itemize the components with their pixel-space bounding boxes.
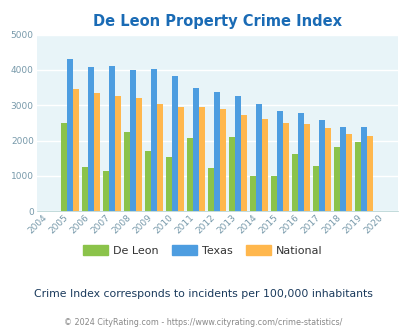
Bar	[103, 171, 109, 211]
Bar	[198, 107, 205, 211]
Bar	[292, 154, 298, 211]
Bar	[262, 119, 267, 211]
Bar	[318, 120, 324, 211]
Bar	[271, 176, 277, 211]
Bar	[313, 166, 318, 211]
Text: Crime Index corresponds to incidents per 100,000 inhabitants: Crime Index corresponds to incidents per…	[34, 289, 371, 299]
Bar	[354, 142, 360, 211]
Bar	[298, 114, 303, 211]
Bar	[187, 138, 193, 211]
Bar	[282, 123, 288, 211]
Bar	[61, 123, 67, 211]
Bar	[73, 89, 79, 211]
Title: De Leon Property Crime Index: De Leon Property Crime Index	[92, 14, 341, 29]
Bar	[109, 66, 115, 211]
Bar	[339, 127, 345, 211]
Bar	[334, 147, 339, 211]
Bar	[220, 109, 226, 211]
Bar	[145, 151, 151, 211]
Bar	[345, 134, 351, 211]
Bar	[234, 96, 241, 211]
Bar	[193, 88, 198, 211]
Bar	[136, 97, 142, 211]
Legend: De Leon, Texas, National: De Leon, Texas, National	[79, 240, 326, 260]
Bar	[94, 93, 100, 211]
Bar	[82, 167, 88, 211]
Bar	[324, 128, 330, 211]
Bar	[366, 136, 372, 211]
Bar	[172, 76, 178, 211]
Bar	[229, 137, 235, 211]
Bar	[178, 107, 183, 211]
Bar	[88, 67, 94, 211]
Bar	[256, 104, 262, 211]
Bar	[124, 132, 130, 211]
Bar	[277, 111, 282, 211]
Text: © 2024 CityRating.com - https://www.cityrating.com/crime-statistics/: © 2024 CityRating.com - https://www.city…	[64, 318, 341, 327]
Bar	[67, 59, 73, 211]
Bar	[157, 104, 162, 211]
Bar	[115, 96, 121, 211]
Bar	[208, 168, 214, 211]
Bar	[214, 92, 220, 211]
Bar	[151, 69, 157, 211]
Bar	[166, 157, 172, 211]
Bar	[241, 115, 246, 211]
Bar	[250, 176, 256, 211]
Bar	[360, 127, 366, 211]
Bar	[303, 124, 309, 211]
Bar	[130, 70, 136, 211]
